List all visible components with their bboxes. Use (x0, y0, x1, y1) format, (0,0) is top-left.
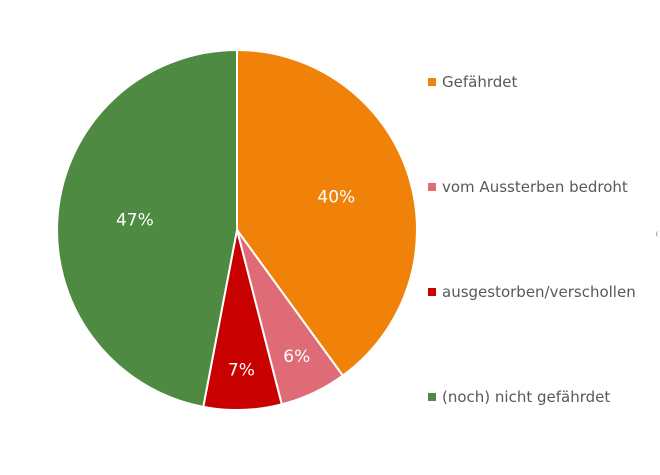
data-label-vom-aussterben-bedroht: 6% (283, 347, 310, 367)
legend-swatch-gefaehrdet (428, 78, 436, 86)
legend-label-ausgestorben-verschollen: ausgestorben/verschollen (442, 283, 636, 301)
legend-swatch-nicht-gefaehrdet (428, 393, 436, 401)
legend-item-ausgestorben-verschollen: ausgestorben/verschollen (428, 283, 636, 301)
data-label-nicht-gefaehrdet: 47% (116, 210, 154, 230)
legend-swatch-ausgestorben-verschollen (428, 288, 436, 296)
legend-item-nicht-gefaehrdet: (noch) nicht gefährdet (428, 388, 610, 406)
legend-swatch-vom-aussterben-bedroht (428, 183, 436, 191)
data-label-ausgestorben-verschollen: 7% (228, 360, 255, 380)
legend-item-gefaehrdet: Gefährdet (428, 73, 517, 91)
edge-artifact (656, 231, 660, 237)
legend-label-gefaehrdet: Gefährdet (442, 73, 518, 91)
pie-slice-gefaehrdet (236, 49, 418, 377)
legend-item-vom-aussterben-bedroht: vom Aussterben bedroht (428, 178, 628, 196)
pie-slices (56, 49, 418, 411)
data-label-gefaehrdet: 40% (317, 188, 355, 208)
legend-label-vom-aussterben-bedroht: vom Aussterben bedroht (442, 178, 628, 196)
pie-labels: 40% 6% 7% 47% (116, 188, 355, 381)
legend-label-nicht-gefaehrdet: (noch) nicht gefährdet (442, 388, 611, 406)
legend: Gefährdet vom Aussterben bedroht ausgest… (428, 0, 660, 475)
pie-slice-nicht-gefaehrdet (56, 49, 238, 408)
